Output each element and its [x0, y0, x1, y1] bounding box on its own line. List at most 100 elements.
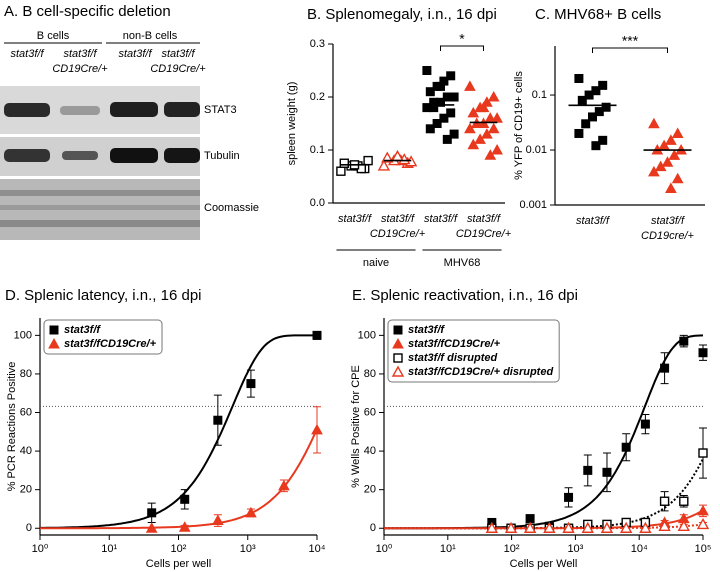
x-tick-label: stat3f/f: [424, 213, 458, 225]
x-tick-label: 10¹: [101, 543, 117, 555]
marker: [211, 514, 224, 526]
x-tick-label: 10⁰: [376, 543, 393, 555]
x-tick-label: stat3f/f: [576, 215, 610, 227]
marker: [583, 465, 593, 475]
marker: [484, 149, 497, 160]
y-tick-label: 40: [364, 445, 376, 457]
marker: [464, 80, 476, 91]
y-tick-label: 0.3: [310, 38, 325, 50]
marker: [484, 112, 497, 123]
lane-label: stat3f/f: [118, 48, 152, 60]
marker: [698, 448, 708, 458]
marker: [485, 521, 499, 533]
marker: [523, 521, 537, 533]
marker: [392, 337, 404, 349]
band: [62, 151, 98, 160]
marker: [336, 166, 346, 176]
group-label: naive: [363, 257, 389, 269]
marker: [432, 119, 442, 128]
panel-title: E. Splenic reactivation, i.n., 16 dpi: [352, 287, 578, 304]
marker: [648, 165, 660, 177]
legend-label: stat3f/f: [64, 324, 101, 336]
group-header: B cells: [37, 30, 70, 42]
y-tick-label: 20: [20, 484, 32, 496]
band: [0, 220, 200, 227]
band-label: Tubulin: [204, 150, 240, 162]
marker: [377, 159, 391, 171]
fit-curve: [40, 428, 318, 530]
x-tick-label: 10³: [567, 543, 583, 555]
marker: [600, 521, 614, 533]
marker: [654, 160, 667, 172]
marker: [425, 87, 435, 97]
marker: [584, 90, 594, 100]
marker: [677, 519, 690, 532]
marker: [442, 92, 452, 102]
marker: [588, 112, 597, 122]
marker: [665, 134, 677, 145]
y-tick-label: 0.001: [519, 199, 547, 211]
marker: [577, 95, 587, 105]
x-tick-label: 10³: [240, 543, 256, 555]
marker: [659, 496, 670, 506]
x-tick-label: CD19Cre/+: [370, 228, 426, 240]
y-tick-label: 0.2: [310, 91, 325, 103]
marker: [449, 129, 459, 139]
y-tick-label: 40: [20, 445, 32, 457]
marker: [481, 128, 493, 139]
marker: [594, 107, 604, 117]
band-label: STAT3: [204, 104, 237, 116]
lane-label: stat3f/f: [10, 48, 44, 60]
band: [4, 149, 50, 162]
band: [164, 148, 200, 163]
marker: [246, 379, 256, 389]
lane-label: stat3f/f: [63, 48, 97, 60]
marker: [665, 182, 677, 193]
x-tick-label: stat3f/f: [381, 213, 415, 225]
marker: [491, 143, 503, 155]
group-label: MHV68: [444, 257, 481, 269]
y-tick-label: 0.1: [532, 89, 547, 101]
legend-label: stat3f/fCD19Cre/+: [64, 338, 157, 350]
panel-title: D. Splenic latency, i.n., 16 dpi: [5, 287, 202, 304]
marker: [543, 521, 556, 533]
marker: [696, 517, 710, 530]
marker: [477, 101, 490, 113]
lane-label: CD19Cre/+: [52, 63, 108, 75]
y-tick-label: 0: [26, 522, 32, 534]
marker: [381, 151, 394, 163]
marker: [487, 90, 500, 102]
x-tick-label: 10²: [171, 543, 187, 555]
marker: [562, 521, 575, 533]
marker: [640, 419, 650, 429]
x-tick-label: 10⁰: [32, 543, 49, 555]
blot-panel: A. B cell-specific deletion B cells non-…: [0, 3, 259, 240]
fit-curve: [384, 523, 704, 530]
legend-box: [43, 319, 163, 355]
marker: [436, 81, 445, 91]
band: [0, 190, 200, 196]
marker: [467, 138, 480, 150]
panel-title: A. B cell-specific deletion: [4, 3, 171, 20]
marker: [668, 149, 681, 160]
y-tick-label: 100: [14, 329, 32, 341]
marker: [425, 124, 435, 134]
legend-label: stat3f/fCD19Cre/+ disrupted: [408, 366, 553, 378]
marker: [661, 156, 674, 167]
x-tick-label: CD19cre/+: [641, 230, 694, 242]
marker: [145, 522, 158, 533]
y-tick-label: 0.01: [526, 144, 547, 156]
marker: [658, 519, 671, 532]
x-tick-label: stat3f/f: [651, 215, 685, 227]
marker: [598, 80, 608, 90]
marker: [422, 103, 432, 113]
marker: [697, 504, 709, 516]
band: [110, 148, 158, 163]
marker: [311, 423, 323, 435]
marker: [278, 479, 290, 491]
marker: [393, 353, 403, 363]
marker: [574, 128, 584, 138]
x-tick-label: stat3f/f: [338, 213, 372, 225]
marker: [648, 117, 660, 129]
